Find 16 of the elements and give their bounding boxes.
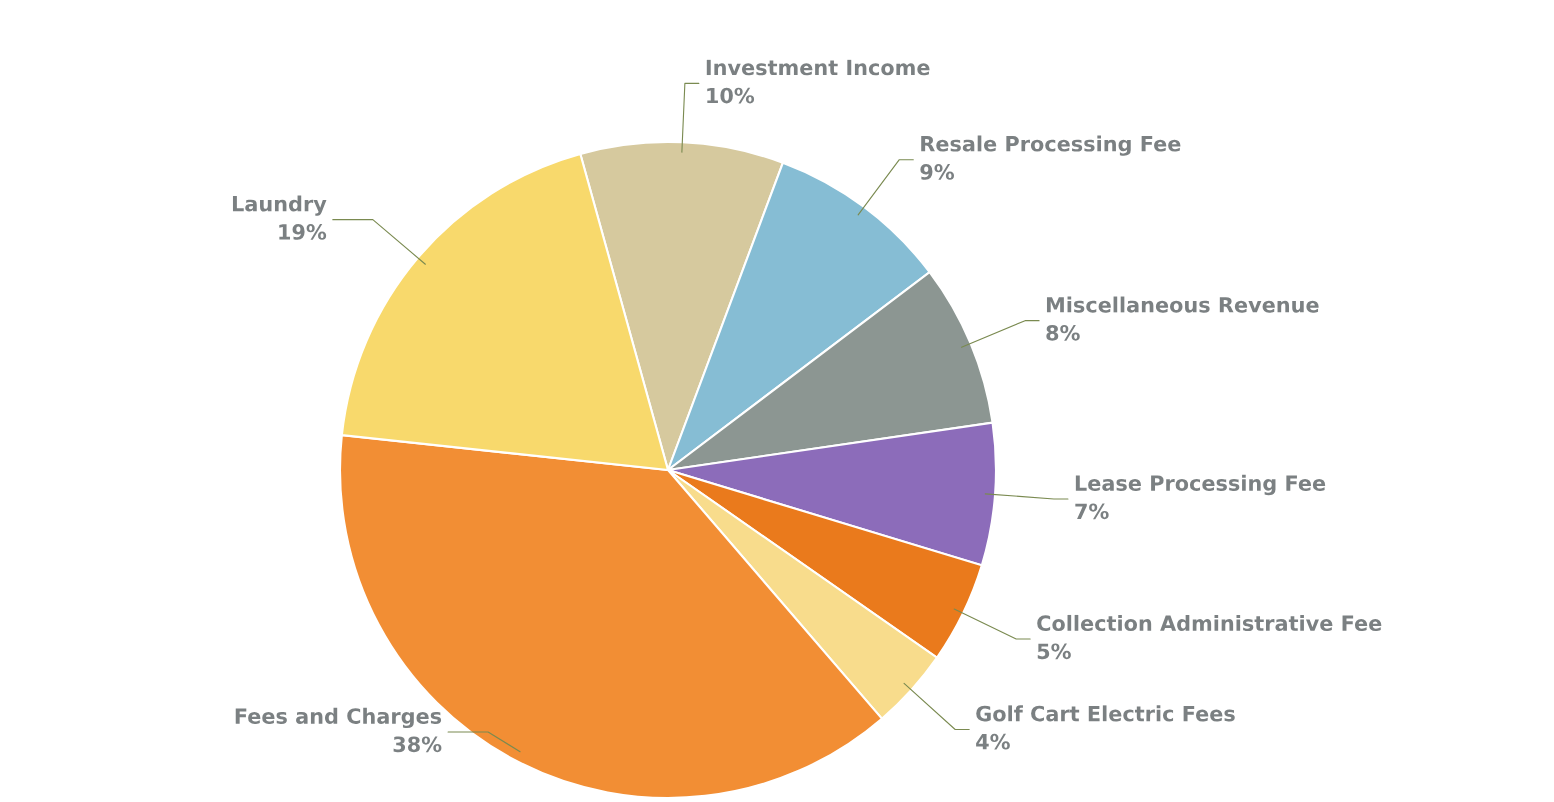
- slice-label: Golf Cart Electric Fees: [976, 705, 1235, 722]
- data-label: 38%: [393, 736, 442, 753]
- data-label: 5%: [1037, 643, 1071, 660]
- slice-label: Investment Income: [706, 59, 930, 76]
- data-label: 8%: [1046, 324, 1080, 341]
- data-label: 10%: [707, 87, 755, 104]
- slice-label: Lease Processing Fee: [1075, 474, 1326, 496]
- slice-label: Resale Processing Fee: [921, 135, 1181, 156]
- slice-label: Miscellaneous Revenue: [1046, 296, 1319, 313]
- slice-label: Fees and Charges: [235, 707, 442, 729]
- data-label: 4%: [976, 733, 1010, 750]
- slice-label: Laundry: [232, 195, 327, 216]
- data-label: 19%: [279, 224, 327, 240]
- data-label: 9%: [920, 164, 955, 180]
- data-label: 7%: [1075, 503, 1109, 520]
- slice-label: Collection Administrative Fee: [1037, 614, 1382, 632]
